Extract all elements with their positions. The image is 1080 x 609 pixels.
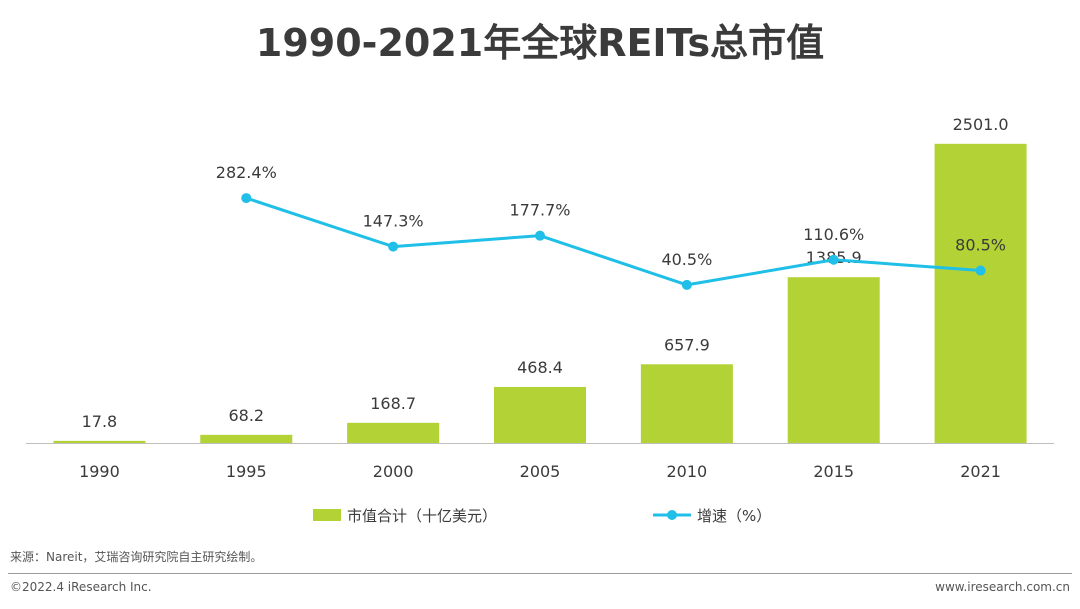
growth-point-2021: [975, 265, 986, 276]
growth-line: [245, 196, 981, 287]
growth-point-2000: [388, 241, 399, 252]
source-footnote: 来源：Nareit，艾瑞咨询研究院自主研究绘制。: [10, 550, 263, 564]
bar-value-label-2021: 2501.0: [953, 115, 1009, 134]
legend-bar-swatch: [313, 509, 341, 521]
legend-line-label: 增速（%）: [697, 507, 771, 525]
footer-divider: [8, 573, 1072, 574]
growth-point-2015: [828, 254, 839, 265]
growth-value-label-2000: 147.3%: [363, 212, 424, 231]
bar-value-label-2000: 168.7: [370, 394, 416, 413]
legend-bar-label: 市值合计（十亿美元）: [347, 507, 497, 525]
bar-value-label-1995: 68.2: [228, 406, 264, 425]
growth-value-label-2005: 177.7%: [509, 201, 570, 220]
growth-value-label-2021: 80.5%: [955, 236, 1006, 255]
chart-title: 1990-2021年全球REITs总市值: [255, 21, 825, 65]
x-tick-label-1990: 1990: [79, 462, 120, 481]
x-tick-label-2005: 2005: [520, 462, 561, 481]
bar-2005: [494, 386, 586, 443]
x-tick-label-1995: 1995: [226, 462, 267, 481]
x-tick-label-2000: 2000: [373, 462, 414, 481]
bar-value-label-2005: 468.4: [517, 358, 563, 377]
x-tick-label-2010: 2010: [666, 462, 707, 481]
bar-1995: [200, 434, 293, 443]
x-tick-label-2015: 2015: [813, 462, 854, 481]
x-tick-label-2021: 2021: [960, 462, 1001, 481]
growth-point-1995: [241, 193, 252, 204]
legend-line-marker: [667, 510, 677, 520]
bar-1990: [53, 440, 146, 443]
bar-2015: [787, 277, 880, 443]
growth-point-2010: [681, 279, 692, 290]
chart-canvas: 17.8 1990 68.2 1995 168.7 2000 468.4 2005 657.9 2…: [26, 115, 1054, 525]
bar-value-label-1990: 17.8: [82, 412, 118, 431]
growth-value-label-2015: 110.6%: [803, 225, 864, 244]
website-link[interactable]: www.iresearch.com.cn: [935, 580, 1070, 594]
growth-value-label-2010: 40.5%: [661, 250, 712, 269]
bar-value-label-2010: 657.9: [664, 335, 710, 354]
bar-2021: [934, 143, 1027, 444]
growth-point-2005: [535, 230, 545, 241]
growth-value-label-1995: 282.4%: [216, 163, 277, 182]
copyright-text: ©2022.4 iResearch Inc.: [10, 580, 152, 594]
bar-2000: [347, 422, 440, 443]
bar-2010: [640, 364, 733, 443]
